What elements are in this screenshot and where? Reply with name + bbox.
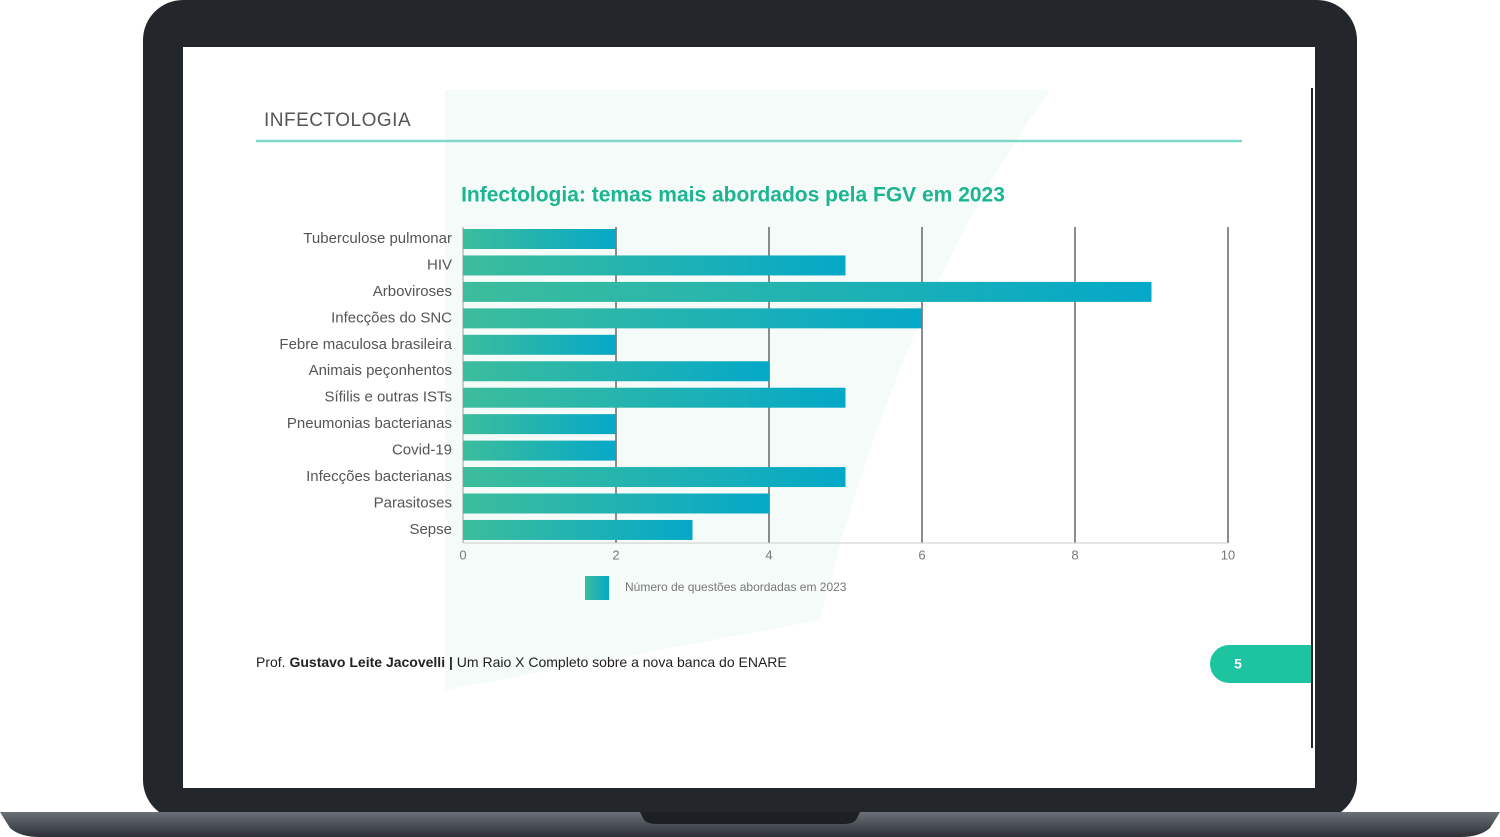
laptop-notch — [640, 812, 860, 824]
y-tick-label: Infecções bacterianas — [306, 468, 452, 485]
bar — [463, 440, 616, 461]
x-tick-label: 10 — [1221, 547, 1235, 562]
bar — [463, 229, 616, 249]
x-tick-label: 6 — [918, 547, 925, 562]
y-tick-label: Parasitoses — [374, 494, 452, 511]
bar — [463, 255, 846, 276]
x-tick-label: 4 — [765, 547, 772, 562]
y-tick-label: Sepse — [409, 521, 452, 538]
slide-header: INFECTOLOGIA — [264, 110, 411, 131]
y-tick-label: Sífilis e outras ISTs — [324, 389, 452, 406]
footer-prefix: Prof. — [256, 654, 286, 670]
bar — [463, 281, 1152, 302]
y-tick-label: Animais peçonhentos — [309, 362, 452, 379]
legend-label: Número de questões abordadas em 2023 — [625, 580, 847, 594]
y-tick-label: Arboviroses — [373, 283, 452, 300]
bar — [463, 467, 846, 488]
chart-title: Infectologia: temas mais abordados pela … — [461, 184, 1005, 207]
x-tick-label: 8 — [1071, 547, 1078, 562]
y-tick-label: Infecções do SNC — [331, 309, 452, 326]
x-tick-label: 0 — [459, 547, 466, 562]
bar — [463, 519, 693, 540]
y-tick-label: Pneumonias bacterianas — [287, 415, 452, 432]
footer: Prof. Gustavo Leite Jacovelli | Um Raio … — [256, 654, 787, 670]
bar — [463, 334, 616, 355]
x-tick-label: 2 — [612, 547, 619, 562]
bar — [463, 493, 769, 514]
y-tick-label: Febre maculosa brasileira — [279, 336, 452, 353]
y-tick-label: Tuberculose pulmonar — [303, 230, 452, 247]
page-number-pill — [1210, 645, 1311, 683]
laptop-base — [0, 812, 1500, 837]
bar — [463, 387, 846, 408]
y-tick-label: HIV — [427, 256, 452, 273]
footer-separator: | — [449, 654, 453, 670]
footer-author: Gustavo Leite Jacovelli — [289, 654, 445, 670]
y-tick-label: Covid-19 — [392, 442, 452, 459]
bar — [463, 308, 922, 329]
page-number: 5 — [1234, 656, 1242, 672]
chart: 0 2 4 6 8 10 Tuberculose pulmonar HIV Arbovirose… — [279, 227, 1235, 600]
bar — [463, 414, 616, 435]
footer-subtitle: Um Raio X Completo sobre a nova banca do… — [457, 654, 787, 670]
bar — [463, 361, 769, 382]
legend-swatch — [585, 576, 609, 600]
